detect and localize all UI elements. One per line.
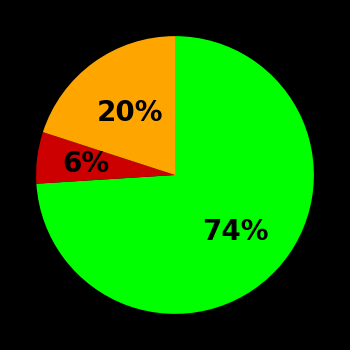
Text: 74%: 74%	[203, 218, 269, 246]
Text: 20%: 20%	[97, 99, 163, 127]
Text: 6%: 6%	[62, 150, 109, 178]
Wedge shape	[43, 36, 175, 175]
Wedge shape	[36, 36, 314, 314]
Wedge shape	[36, 132, 175, 184]
